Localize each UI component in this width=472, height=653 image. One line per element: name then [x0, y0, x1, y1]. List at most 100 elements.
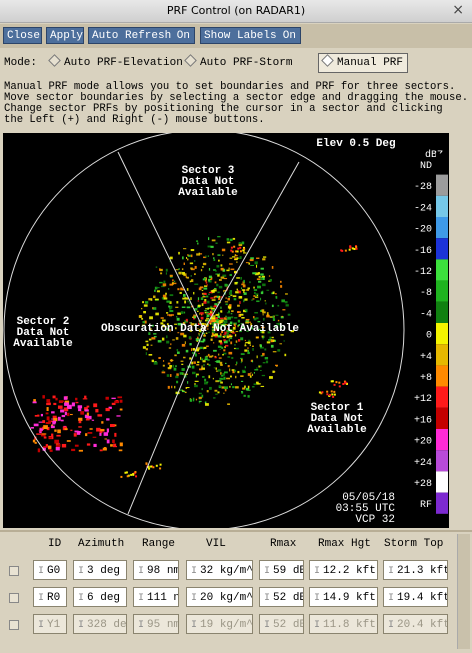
echo: [54, 429, 57, 432]
close-window[interactable]: ×: [452, 2, 464, 18]
echo: [161, 319, 166, 322]
echo: [200, 297, 204, 301]
echo: [151, 359, 155, 363]
echo: [148, 467, 151, 470]
echo: [141, 318, 144, 320]
echo: [181, 325, 183, 328]
table-cell[interactable]: 20 kg/m^2: [186, 587, 253, 607]
show-labels-button[interactable]: Show Labels On: [200, 27, 301, 44]
echo: [253, 289, 258, 291]
radio-option[interactable]: Auto PRF-Storm: [186, 52, 292, 74]
radio-option[interactable]: Manual PRF: [318, 53, 409, 73]
row-checkbox[interactable]: [9, 593, 19, 603]
echo: [167, 385, 170, 389]
echo: [239, 250, 242, 253]
echo: [234, 344, 236, 346]
echo: [108, 406, 112, 409]
echo: [168, 307, 172, 310]
echo: [209, 322, 212, 325]
echo: [218, 357, 222, 359]
table-cell[interactable]: 95 nm: [133, 614, 179, 634]
echo: [203, 323, 207, 325]
echo: [251, 360, 254, 363]
echo: [232, 326, 236, 330]
scrollbar[interactable]: [457, 534, 470, 649]
echo: [178, 268, 180, 270]
echo: [140, 307, 143, 310]
echo: [194, 273, 196, 276]
auto-refresh-button[interactable]: Auto Refresh On: [88, 27, 195, 44]
echo: [237, 311, 241, 313]
echo: [207, 255, 209, 257]
table-cell[interactable]: 52 dBZ: [259, 614, 304, 634]
echo: [243, 279, 245, 283]
echo: [201, 266, 204, 268]
table-cell[interactable]: 52 dBZ: [259, 587, 304, 607]
echo: [195, 349, 199, 352]
table-cell[interactable]: R0: [33, 587, 67, 607]
legend-label: +16: [414, 415, 432, 426]
table-cell[interactable]: 19.4 kft: [383, 587, 448, 607]
echo: [212, 377, 214, 380]
echo: [41, 426, 45, 431]
table-cell[interactable]: 6 deg: [73, 587, 127, 607]
echo: [39, 428, 43, 431]
echo: [119, 408, 123, 411]
table-cell[interactable]: 111 nm: [133, 587, 179, 607]
echo: [64, 400, 70, 404]
echo: [93, 403, 98, 408]
table-cell[interactable]: 11.8 kft: [309, 614, 378, 634]
echo: [262, 256, 267, 258]
echo: [46, 416, 50, 421]
sector-boundary[interactable]: [117, 151, 205, 331]
echo: [224, 335, 226, 337]
close-button[interactable]: Close: [3, 27, 42, 44]
echo: [185, 349, 189, 353]
echo: [222, 372, 226, 376]
apply-button[interactable]: Apply: [46, 27, 84, 44]
table-cell[interactable]: 3 deg: [73, 560, 127, 580]
echo: [266, 341, 271, 344]
echo: [234, 281, 238, 285]
echo: [244, 366, 246, 369]
echo: [214, 335, 218, 338]
row-checkbox[interactable]: [9, 620, 19, 630]
echo: [60, 419, 64, 422]
radar-display[interactable]: Elev 0.5 Deg Sector 3 Data Not Available…: [3, 133, 449, 528]
echo: [169, 274, 173, 277]
echo: [184, 296, 186, 299]
echo: [159, 268, 161, 271]
table-cell[interactable]: 20.4 kft: [383, 614, 448, 634]
echo: [70, 429, 73, 431]
table-cell[interactable]: 32 kg/m^2: [186, 560, 253, 580]
echo: [235, 340, 238, 343]
echo: [175, 375, 179, 379]
echo: [345, 382, 348, 385]
sector-boundary[interactable]: [127, 329, 205, 515]
table-cell[interactable]: 21.3 kft: [383, 560, 448, 580]
echo: [252, 272, 257, 275]
table-cell[interactable]: 328 deg: [73, 614, 127, 634]
echo: [258, 272, 261, 275]
row-checkbox[interactable]: [9, 566, 19, 576]
echo: [234, 317, 238, 319]
table-cell[interactable]: Y1: [33, 614, 67, 634]
echo: [326, 390, 329, 393]
table-cell[interactable]: G0: [33, 560, 67, 580]
table-cell[interactable]: 14.9 kft: [309, 587, 378, 607]
table-cell[interactable]: 12.2 kft: [309, 560, 378, 580]
sector-name: Sector 3: [182, 165, 235, 177]
echo: [244, 298, 248, 301]
radio-option[interactable]: Auto PRF-Elevation: [50, 52, 183, 74]
table-cell[interactable]: 59 dBZ: [259, 560, 304, 580]
echo: [202, 338, 206, 342]
echo: [151, 324, 154, 327]
sector-boundary[interactable]: [203, 161, 300, 331]
table-cell[interactable]: 98 nm: [133, 560, 179, 580]
cell-table: ID Azimuth Range VIL Rmax Rmax Hgt Storm…: [0, 530, 472, 653]
echo: [271, 336, 274, 339]
echo: [182, 390, 185, 392]
table-cell[interactable]: 19 kg/m^2: [186, 614, 253, 634]
column-header: Azimuth: [78, 538, 125, 550]
column-header: Range: [142, 538, 176, 550]
